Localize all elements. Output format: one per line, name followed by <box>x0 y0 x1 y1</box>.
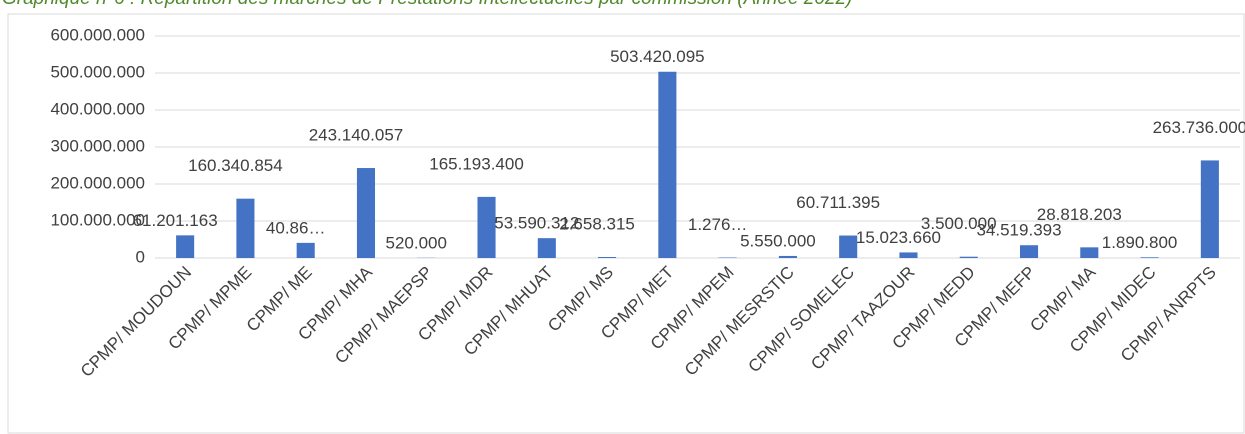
x-tick-label: CPMP/ MESRSTIC <box>681 263 798 380</box>
y-tick-label: 600.000.000 <box>50 25 145 44</box>
bar <box>658 71 677 259</box>
chart-title: Graphique n°6 : Répartition des marchés … <box>2 0 852 9</box>
bar <box>296 242 315 258</box>
data-label: 60.711.395 <box>796 193 880 212</box>
data-label: 503.420.095 <box>610 47 705 66</box>
data-label: 1.890.800 <box>1102 233 1178 252</box>
bar <box>236 198 255 258</box>
data-label: 61.201.163 <box>133 211 218 230</box>
data-label: 2.658.315 <box>559 215 635 234</box>
chart-border <box>7 13 1245 434</box>
data-label: 53.590.312 <box>494 214 579 233</box>
x-tick-label: CPMP/ SOMELEC <box>745 263 859 377</box>
bar <box>537 238 556 258</box>
x-tick-label: CPMP/ MOUDOUN <box>77 263 195 381</box>
bar <box>598 257 617 258</box>
data-label: 5.550.000 <box>740 231 816 250</box>
y-tick-label: 100.000.000 <box>50 210 145 229</box>
bar <box>176 235 195 258</box>
data-label: 34.519.393 <box>976 221 1061 240</box>
y-tick-label: 500.000.000 <box>50 62 145 81</box>
data-label: 160.340.854 <box>188 156 283 175</box>
data-label: 1.276… <box>688 215 748 234</box>
y-tick-label: 300.000.000 <box>50 136 145 155</box>
y-tick-label: 0 <box>136 247 145 266</box>
bar <box>778 255 797 258</box>
data-label: 15.023.660 <box>856 228 941 247</box>
bar <box>1200 160 1219 258</box>
data-label: 263.736.000 <box>1153 118 1245 137</box>
bar <box>356 168 376 258</box>
data-label: 40.86… <box>266 218 326 237</box>
bar <box>899 252 918 258</box>
x-tick-label: CPMP/ TAAZOUR <box>807 263 918 374</box>
bar <box>839 235 858 258</box>
data-label: 3.500.000 <box>921 214 997 233</box>
data-label: 28.818.203 <box>1037 205 1122 224</box>
bar <box>1140 257 1159 258</box>
bar <box>959 256 978 258</box>
y-tick-label: 400.000.000 <box>50 99 145 118</box>
bar <box>477 196 496 258</box>
bar <box>1019 245 1039 258</box>
bar <box>1080 247 1099 258</box>
data-label: 520.000 <box>386 233 447 252</box>
y-tick-label: 200.000.000 <box>50 173 145 192</box>
data-label: 165.193.400 <box>429 154 524 173</box>
data-label: 243.140.057 <box>309 126 404 145</box>
